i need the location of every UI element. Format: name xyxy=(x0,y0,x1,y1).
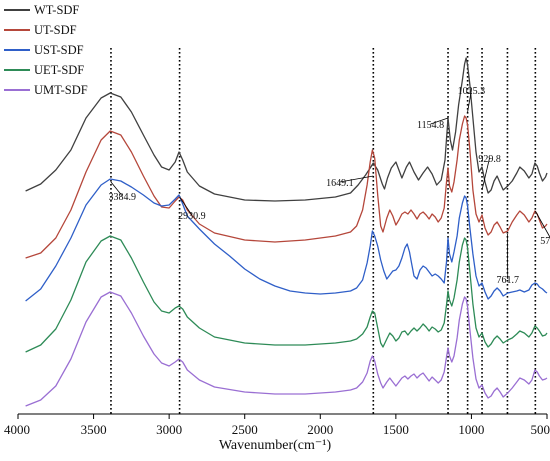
annotation-leader xyxy=(110,181,123,197)
annotation-label: 929.8 xyxy=(478,154,501,165)
annotation-label: 1025.3 xyxy=(458,86,486,97)
peak-annotations: 3384.9 2930.9 1649.1 1154.8 1025.3 929.8 761.7… xyxy=(109,86,550,286)
x-tick-label: 4000 xyxy=(4,422,30,437)
series-line-ust-sdf xyxy=(25,178,548,302)
x-tick-label: 2000 xyxy=(307,422,333,437)
x-axis-title: Wavenumber(cm⁻¹) xyxy=(219,438,332,453)
legend-label: WT-SDF xyxy=(34,3,79,17)
legend-label: UET-SDF xyxy=(34,63,84,77)
annotation-leader xyxy=(467,89,472,113)
annotation-label: 2930.9 xyxy=(178,211,206,222)
x-tick-label: 500 xyxy=(531,422,550,437)
x-tick-label: 1000 xyxy=(458,422,484,437)
legend-label: UT-SDF xyxy=(34,23,77,37)
annotation-leader xyxy=(179,196,193,216)
series-line-uet-sdf xyxy=(25,235,548,353)
annotation-label: 577.1 xyxy=(540,236,550,247)
annotation-leader xyxy=(534,210,550,239)
x-tick-label: 2500 xyxy=(232,422,258,437)
legend-label: UMT-SDF xyxy=(34,83,88,97)
legend-label: UST-SDF xyxy=(34,43,84,57)
annotation-label: 1649.1 xyxy=(326,178,354,189)
annotation-label: 3384.9 xyxy=(109,192,137,203)
x-tick-label: 3000 xyxy=(156,422,182,437)
annotation-leader xyxy=(481,157,490,191)
series-line-ut-sdf xyxy=(25,115,548,259)
legend: WT-SDF UT-SDF UST-SDF UET-SDF UMT-SDF xyxy=(4,3,88,97)
annotation-label: 1154.8 xyxy=(417,120,444,131)
annotation-leader xyxy=(430,117,449,125)
reference-lines xyxy=(110,48,537,414)
x-tick-label: 1500 xyxy=(383,422,409,437)
x-axis-ticks: 4000 3500 3000 2500 2000 1500 1000 500 xyxy=(4,414,550,437)
series-line-wt-sdf xyxy=(25,57,548,202)
annotation-leader xyxy=(339,175,374,183)
series-line-umt-sdf xyxy=(25,291,548,407)
spectra-series xyxy=(25,57,548,407)
x-tick-label: 3500 xyxy=(81,422,107,437)
annotation-label: 761.7 xyxy=(496,275,519,286)
